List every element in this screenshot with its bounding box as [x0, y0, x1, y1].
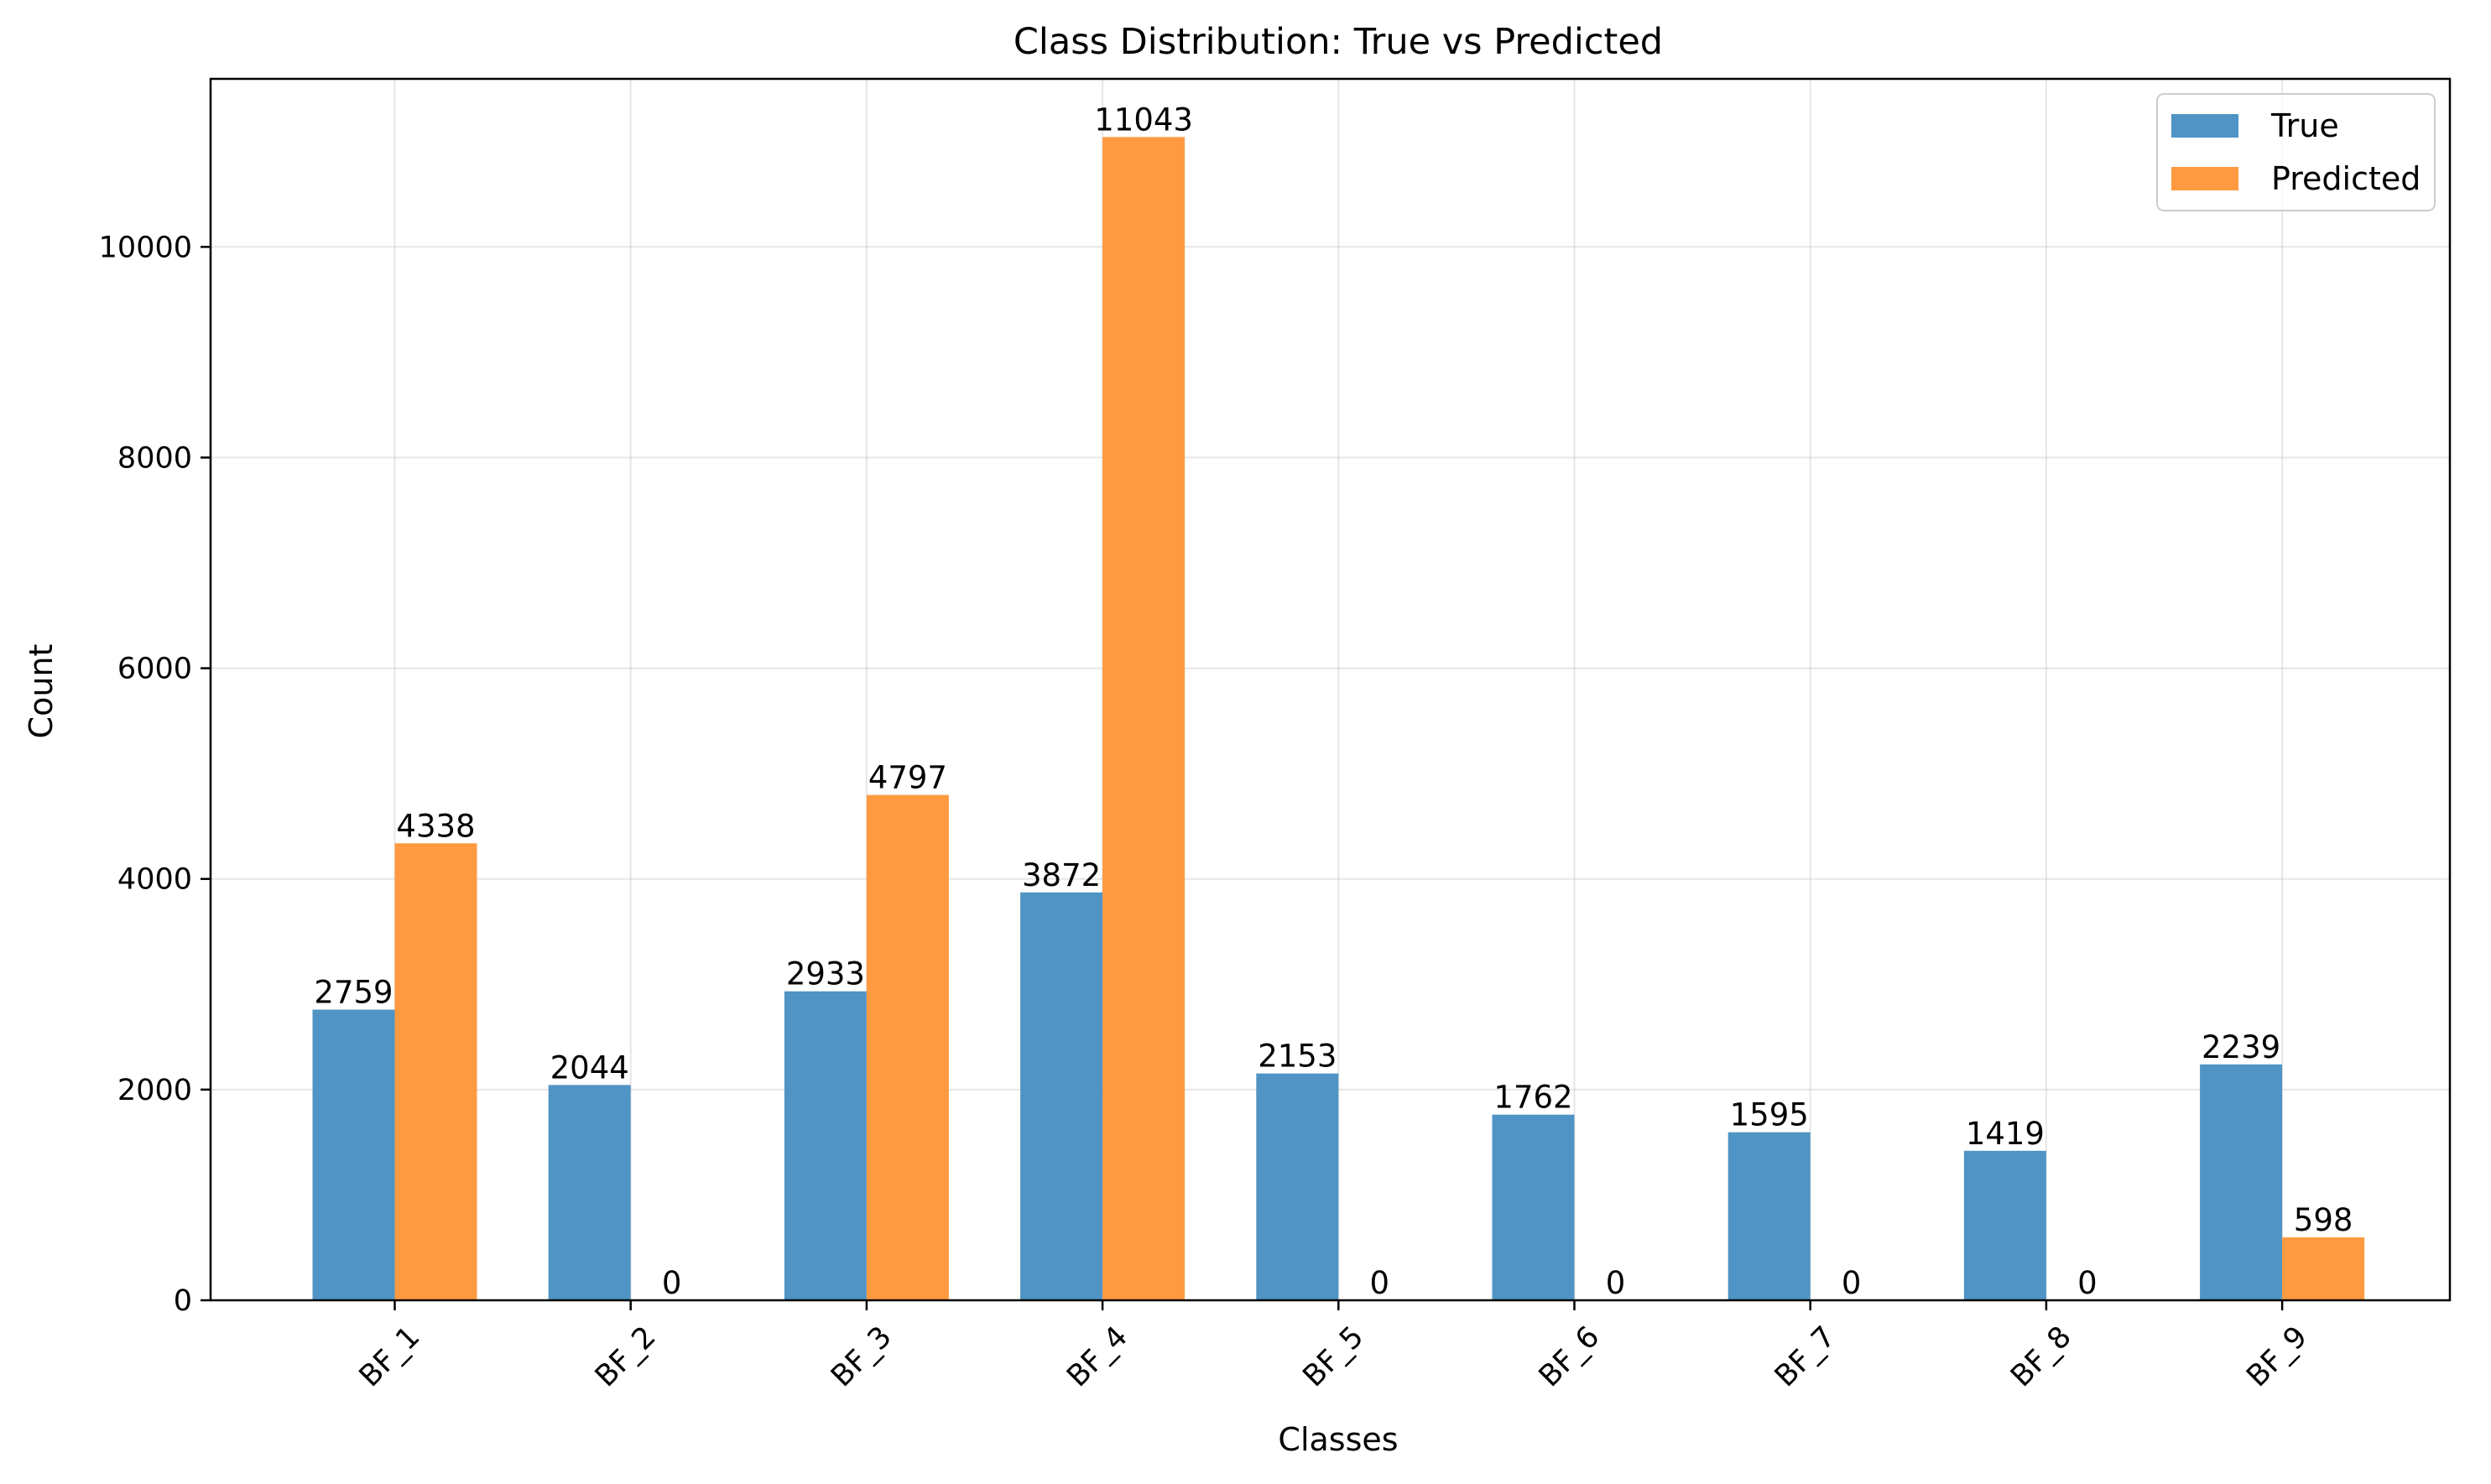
data-label-true-BF_1: 2759 — [314, 975, 393, 1011]
data-labels: 2759 2044 2933 3872 2153 1762 1595 1419 2239 4338… — [314, 102, 2353, 1301]
data-label-true-BF_6: 1762 — [1493, 1080, 1572, 1116]
bar-predicted-BF_9 — [2282, 1237, 2365, 1300]
bar-true-BF_8 — [1963, 1150, 2046, 1300]
bar-true-BF_4 — [1020, 892, 1103, 1300]
plot-frame — [209, 77, 2452, 1302]
data-label-true-BF_8: 1419 — [1966, 1116, 2045, 1152]
y-tick-label: 0 — [174, 1284, 192, 1318]
y-tick-label: 2000 — [117, 1074, 192, 1107]
data-label-predicted-BF_7: 0 — [1842, 1265, 1862, 1301]
bar-true-BF_9 — [2200, 1064, 2283, 1300]
bar-predicted-BF_4 — [1102, 137, 1186, 1300]
data-label-true-BF_2: 2044 — [550, 1049, 629, 1086]
data-label-true-BF_9: 2239 — [2202, 1029, 2280, 1065]
chart-title: Class Distribution: True vs Predicted — [1014, 21, 1663, 63]
data-label-predicted-BF_2: 0 — [662, 1265, 682, 1301]
legend-swatch-true — [2171, 114, 2238, 138]
bar-true-BF_6 — [1492, 1114, 1575, 1300]
data-label-predicted-BF_1: 4338 — [396, 808, 475, 844]
legend-swatch-predicted — [2171, 167, 2238, 190]
x-axis-label: Classes — [1278, 1421, 1398, 1458]
y-axis-label: Count — [23, 644, 60, 739]
y-tick-label: 8000 — [117, 441, 192, 475]
bar-predicted-BF_3 — [866, 794, 949, 1300]
bar-true-BF_5 — [1256, 1073, 1339, 1300]
data-label-predicted-BF_5: 0 — [1370, 1265, 1390, 1301]
legend-label-true: True — [2270, 107, 2339, 144]
legend-label-predicted: Predicted — [2271, 160, 2421, 197]
data-label-predicted-BF_8: 0 — [2077, 1265, 2098, 1301]
data-label-true-BF_3: 2933 — [786, 956, 865, 992]
y-tick-label: 4000 — [117, 863, 192, 897]
data-label-predicted-BF_3: 4797 — [868, 760, 947, 796]
data-label-true-BF_4: 3872 — [1022, 857, 1101, 893]
bar-true-BF_3 — [784, 991, 867, 1300]
data-label-true-BF_5: 2153 — [1258, 1039, 1337, 1075]
bar-true-BF_2 — [548, 1085, 631, 1300]
bar-predicted-BF_1 — [394, 843, 477, 1300]
data-label-predicted-BF_6: 0 — [1606, 1265, 1626, 1301]
data-label-predicted-BF_4: 11043 — [1094, 102, 1193, 138]
data-label-true-BF_7: 1595 — [1730, 1097, 1809, 1133]
data-label-predicted-BF_9: 598 — [2294, 1202, 2353, 1238]
bar-true-BF_7 — [1728, 1132, 1811, 1300]
y-tick-label: 6000 — [117, 653, 192, 686]
y-tick-label: 10000 — [99, 231, 192, 264]
bars — [312, 137, 2365, 1300]
legend: True Predicted — [2156, 93, 2436, 211]
bar-true-BF_1 — [312, 1009, 395, 1300]
